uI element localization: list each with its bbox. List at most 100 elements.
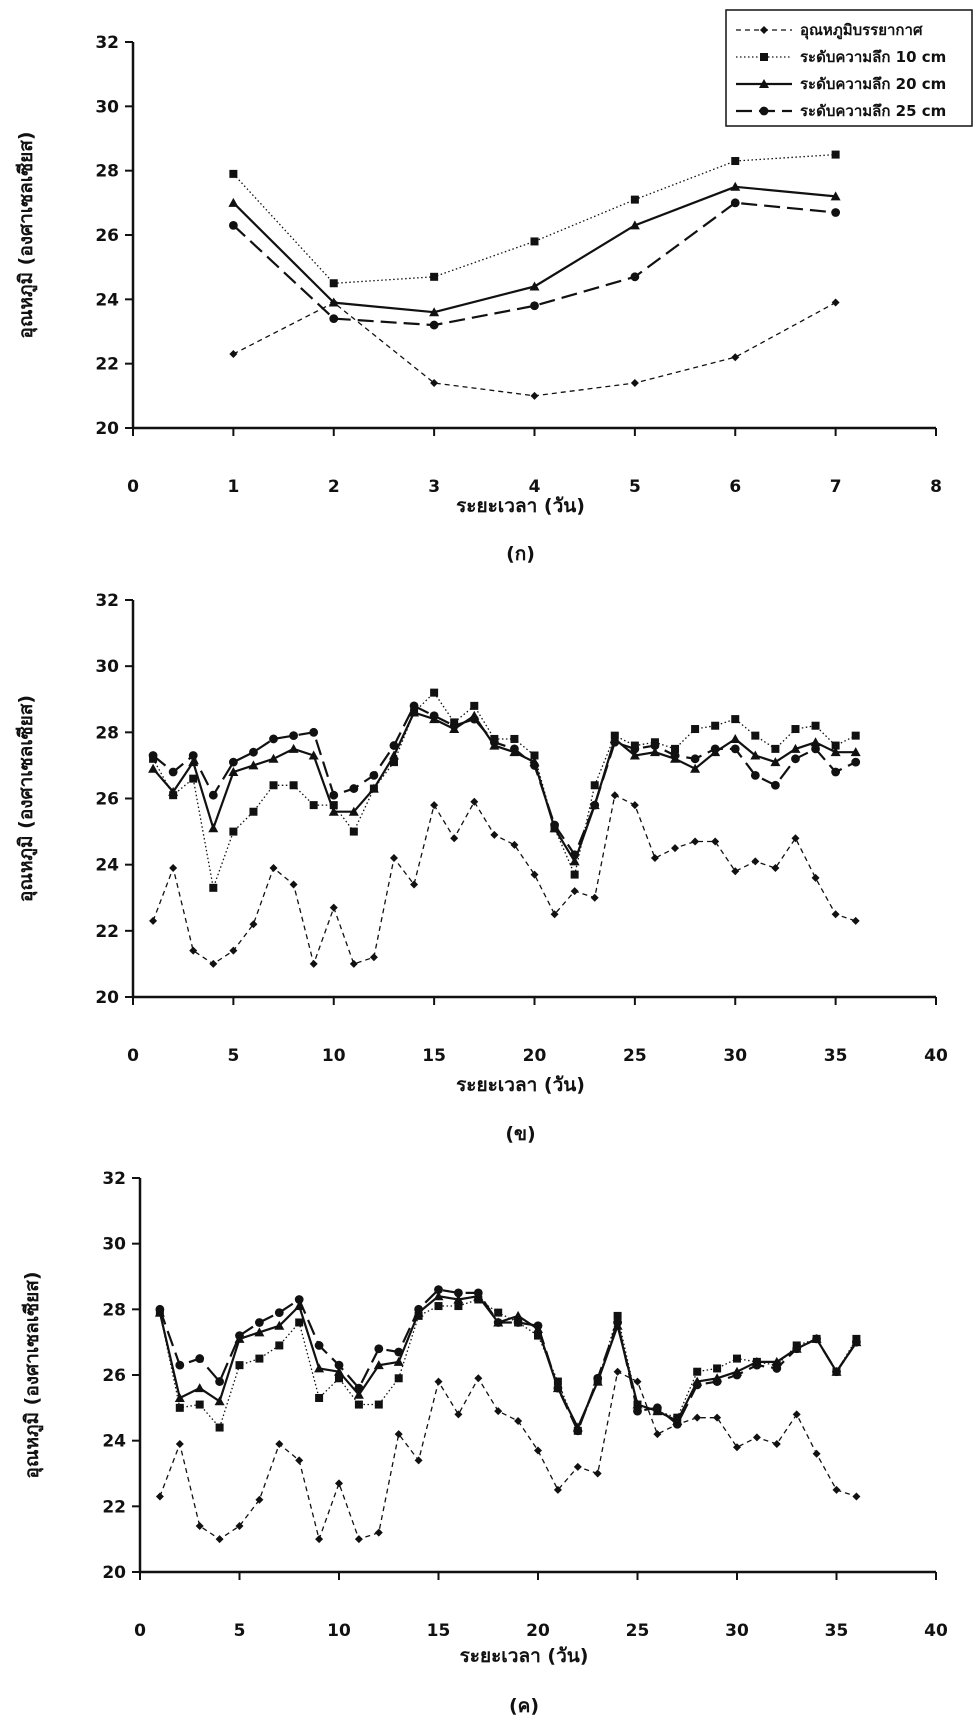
series-line: [152, 691, 856, 889]
data-point: [633, 1377, 642, 1386]
data-point: [730, 198, 740, 208]
x-tick-label: 1: [227, 477, 239, 497]
legend-label: ระดับความลึก 25 cm: [800, 102, 946, 120]
x-tick-label: 2: [328, 477, 340, 497]
y-tick-label: 28: [95, 723, 119, 743]
x-tick-label: 0: [134, 1621, 146, 1641]
data-point: [434, 1302, 443, 1311]
data-point: [750, 750, 761, 760]
data-point: [670, 751, 680, 760]
data-point: [229, 169, 238, 178]
data-point: [830, 747, 841, 757]
data-point: [771, 1356, 782, 1366]
data-point: [692, 1380, 702, 1390]
series-line: [158, 1295, 858, 1429]
data-point: [268, 753, 279, 763]
data-point: [494, 1407, 503, 1416]
data-point: [334, 1366, 344, 1376]
data-point: [148, 763, 159, 773]
data-point: [175, 1403, 184, 1412]
data-point: [671, 744, 680, 753]
data-point: [228, 197, 239, 207]
data-point: [349, 784, 359, 793]
data-point: [429, 711, 439, 721]
x-axis-title: ระยะเวลา (วัน): [456, 495, 585, 517]
data-point: [811, 873, 820, 882]
data-point: [414, 1304, 423, 1314]
y-tick-label: 24: [95, 856, 119, 876]
data-point: [434, 1377, 443, 1386]
data-point: [409, 701, 419, 711]
x-tick-label: 10: [322, 1046, 346, 1066]
x-tick-label: 35: [824, 1046, 848, 1066]
chart-panel-2: 20 22 24 26 28 30 32 0 5 10 15 20 25 30 35 40 ระยะเวลา (…: [15, 591, 948, 1145]
data-point: [155, 1304, 165, 1314]
data-point: [650, 741, 660, 750]
series-line: [152, 711, 856, 863]
data-point: [430, 378, 439, 387]
data-point: [750, 770, 760, 780]
data-point: [530, 751, 539, 760]
series-1: [149, 791, 860, 968]
data-point: [629, 750, 640, 760]
data-point: [374, 1400, 383, 1409]
data-point: [189, 774, 198, 783]
legend-label: อุณหภูมิบรรยากาศ: [800, 21, 923, 40]
data-point: [209, 883, 218, 892]
data-point: [470, 701, 479, 710]
data-point: [590, 893, 599, 902]
x-tick-label: 3: [428, 477, 440, 497]
data-point: [832, 1367, 841, 1377]
data-point: [454, 1288, 463, 1298]
data-point: [148, 751, 158, 760]
y-tick-label: 20: [102, 1563, 126, 1583]
x-tick-label: 5: [234, 1621, 246, 1641]
data-point: [235, 1522, 244, 1531]
data-point: [811, 721, 820, 730]
data-point: [329, 314, 339, 324]
panel-caption: (ค): [509, 1695, 539, 1717]
data-point: [348, 806, 359, 816]
y-tick-label: 30: [95, 657, 119, 677]
data-point: [369, 770, 379, 780]
series-4: [148, 701, 861, 860]
data-point: [629, 220, 640, 230]
x-tick-label: 8: [930, 477, 942, 497]
data-point: [730, 181, 741, 191]
y-axis-title: อุณหภูมิ (องศาเซลเซียส): [15, 695, 38, 902]
data-point: [593, 1373, 603, 1383]
data-point: [752, 1433, 761, 1442]
data-point: [553, 1377, 562, 1386]
data-point: [308, 750, 319, 760]
y-axis-title: อุณหภูมิ (องศาเซลเซียส): [21, 1271, 44, 1478]
data-point: [473, 1288, 483, 1298]
data-point: [195, 1522, 204, 1531]
data-point: [289, 731, 298, 741]
data-point: [429, 320, 439, 330]
data-point: [534, 1331, 542, 1340]
data-point: [373, 1360, 384, 1370]
data-point: [255, 1354, 264, 1363]
data-point: [174, 1392, 185, 1402]
data-point: [414, 1456, 423, 1465]
data-point: [633, 1406, 642, 1416]
data-point: [269, 863, 278, 872]
data-point: [771, 780, 780, 790]
y-tick-label: 22: [95, 922, 119, 942]
data-point: [474, 1374, 483, 1383]
data-point: [772, 1439, 781, 1448]
data-point: [328, 806, 339, 816]
data-point: [733, 1354, 741, 1363]
data-point: [812, 1449, 821, 1458]
data-point: [329, 279, 338, 288]
data-point: [155, 1492, 164, 1501]
data-point: [269, 781, 278, 790]
y-tick-label: 32: [95, 33, 119, 53]
data-point: [430, 688, 439, 697]
data-point: [593, 1469, 602, 1478]
data-point: [831, 208, 841, 217]
data-point: [630, 378, 639, 387]
data-point: [731, 867, 740, 876]
data-point: [831, 767, 841, 777]
data-point: [770, 757, 781, 767]
